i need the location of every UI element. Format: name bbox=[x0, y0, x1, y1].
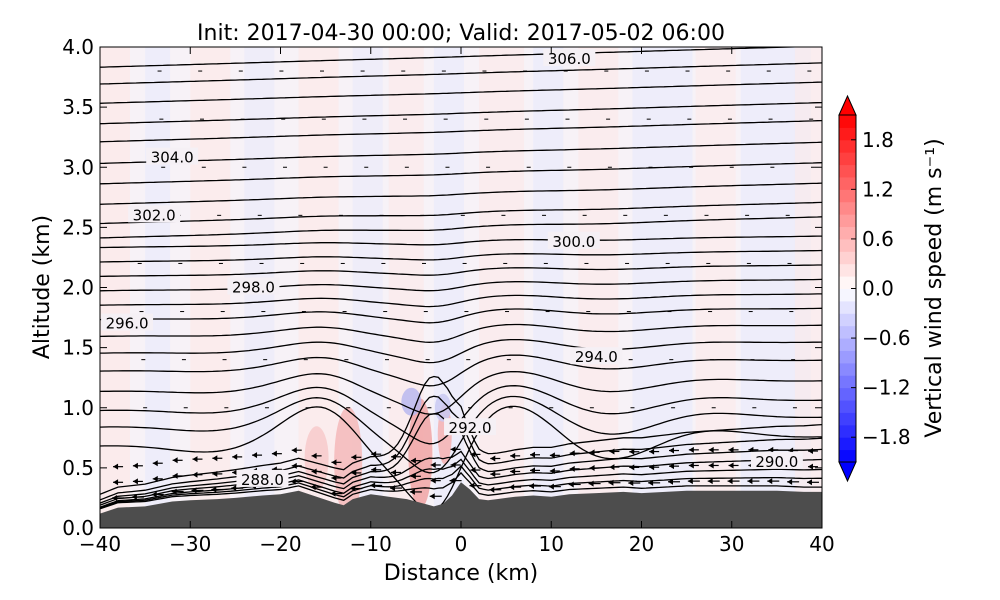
y-tick-label: 3.5 bbox=[62, 95, 94, 119]
colorbar-bin bbox=[839, 362, 856, 376]
contour-label-bg bbox=[128, 205, 181, 223]
colorbar-bin bbox=[839, 313, 856, 327]
colorbar-bin bbox=[839, 288, 856, 302]
colorbar-bin bbox=[839, 437, 856, 451]
terrain bbox=[100, 482, 822, 528]
contour-label-bg bbox=[543, 49, 596, 67]
plot-area bbox=[100, 47, 822, 528]
colorbar-bin bbox=[839, 424, 856, 438]
contour-label-bg bbox=[101, 313, 154, 331]
x-tick-label: −40 bbox=[79, 532, 121, 556]
contour-label: 292.0 bbox=[449, 419, 492, 437]
contour-label-bg bbox=[750, 451, 803, 469]
colorbar-bin bbox=[839, 201, 856, 215]
colorbar-bin bbox=[839, 127, 856, 141]
colorbar-tick-label: 0.0 bbox=[862, 277, 894, 301]
x-tick-label: 10 bbox=[539, 532, 564, 556]
contour-label: 304.0 bbox=[151, 149, 194, 167]
contour-label-bg bbox=[236, 469, 289, 487]
colorbar-tick-label: −0.6 bbox=[862, 326, 911, 350]
colorbar-bin bbox=[839, 214, 856, 228]
contour-labels: 306.0 304.0 302.0 300.0 298.0 296.0 294.0 292.0… bbox=[101, 49, 803, 489]
contour-label-bg bbox=[547, 231, 600, 249]
colorbar-bin bbox=[839, 276, 856, 289]
contour-label: 300.0 bbox=[552, 233, 595, 251]
colorbar-bin bbox=[839, 375, 856, 389]
y-tick-label: 1.5 bbox=[62, 336, 94, 360]
colorbar-bin bbox=[839, 325, 856, 339]
colorbar bbox=[838, 94, 857, 483]
colorbar-bin bbox=[839, 251, 856, 265]
colorbar-bin bbox=[839, 226, 856, 240]
y-tick-label: 1.0 bbox=[62, 396, 94, 420]
colorbar-tick-label: −1.2 bbox=[862, 376, 911, 400]
colorbar-tick-label: 1.8 bbox=[862, 128, 894, 152]
x-tick-label: 0 bbox=[455, 532, 468, 556]
x-axis-ticks: −40 −30 −20 −10 0 10 20 30 40 bbox=[79, 47, 835, 556]
y-tick-label: 3.0 bbox=[62, 155, 94, 179]
colorbar-bin bbox=[839, 152, 856, 166]
colorbar-bin bbox=[839, 238, 856, 252]
contour-label-bg bbox=[570, 347, 623, 365]
colorbar-bin bbox=[839, 412, 856, 426]
x-tick-label: 40 bbox=[809, 532, 834, 556]
contour-label-bg bbox=[227, 277, 280, 295]
colorbar-bin bbox=[839, 176, 856, 190]
colorbar-tick-label: 1.2 bbox=[862, 177, 894, 201]
y-tick-label: 0.0 bbox=[62, 516, 94, 540]
contour-label: 306.0 bbox=[548, 50, 591, 68]
y-tick-label: 4.0 bbox=[62, 35, 94, 59]
colorbar-bin bbox=[839, 300, 856, 314]
colorbar-bin bbox=[839, 263, 856, 277]
colorbar-bin bbox=[839, 139, 856, 153]
y-tick-label: 2.5 bbox=[62, 215, 94, 239]
x-tick-label: −10 bbox=[350, 532, 392, 556]
contour-label-bg bbox=[444, 418, 497, 436]
colorbar-ticks: 1.8 1.2 0.6 0.0 −0.6 −1.2 −1.8 bbox=[851, 128, 911, 449]
x-axis-label: Distance (km) bbox=[384, 561, 539, 586]
colorbar-extend-bottom bbox=[838, 461, 857, 483]
contour-label: 296.0 bbox=[106, 315, 149, 333]
colorbar-bin bbox=[839, 115, 856, 128]
y-axis-label: Altitude (km) bbox=[30, 215, 55, 359]
contour-label: 294.0 bbox=[575, 348, 618, 366]
x-tick-label: 20 bbox=[629, 532, 654, 556]
colorbar-bin bbox=[839, 387, 856, 401]
vertical-velocity-shading bbox=[100, 47, 822, 528]
y-axis-ticks: 0.0 0.5 1.0 1.5 2.0 2.5 3.0 3.5 4.0 bbox=[62, 35, 822, 540]
colorbar-tick-label: 0.6 bbox=[862, 227, 894, 251]
contour-label: 288.0 bbox=[241, 471, 284, 489]
colorbar-label: Vertical wind speed (m s⁻¹) bbox=[922, 138, 947, 437]
chart-title: Init: 2017-04-30 00:00; Valid: 2017-05-0… bbox=[197, 21, 725, 46]
x-tick-label: 30 bbox=[719, 532, 744, 556]
colorbar-bin bbox=[839, 189, 856, 203]
contour-label: 298.0 bbox=[232, 279, 275, 297]
x-tick-label: −20 bbox=[259, 532, 301, 556]
y-tick-label: 0.5 bbox=[62, 456, 94, 480]
colorbar-bin bbox=[839, 338, 856, 351]
contour-label-bg bbox=[146, 147, 199, 165]
x-tick-label: −30 bbox=[169, 532, 211, 556]
colorbar-bin bbox=[839, 400, 856, 413]
contour-label: 302.0 bbox=[133, 206, 176, 224]
colorbar-tick-label: −1.8 bbox=[862, 425, 911, 449]
colorbar-bin bbox=[839, 164, 856, 178]
y-tick-label: 2.0 bbox=[62, 276, 94, 300]
contour-label: 290.0 bbox=[755, 453, 798, 471]
colorbar-bin bbox=[839, 449, 856, 463]
colorbar-bin bbox=[839, 350, 856, 364]
colorbar-extend-top bbox=[838, 94, 857, 116]
